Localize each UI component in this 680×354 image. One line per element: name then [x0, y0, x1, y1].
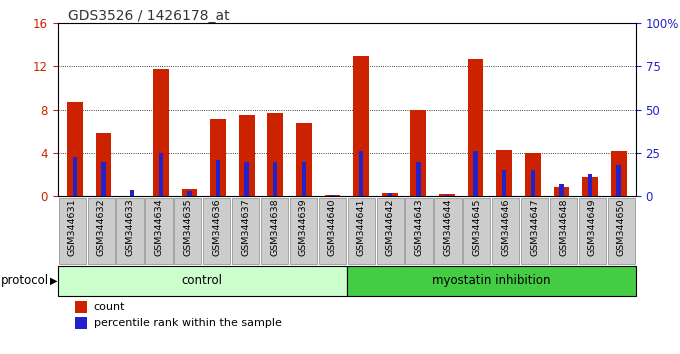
Text: GSM344631: GSM344631	[68, 199, 77, 256]
Text: GSM344632: GSM344632	[97, 199, 105, 256]
Text: GSM344641: GSM344641	[357, 199, 366, 256]
Bar	[330, 195, 335, 196]
Bar	[73, 156, 77, 196]
Text: percentile rank within the sample: percentile rank within the sample	[94, 318, 282, 328]
Text: control: control	[182, 274, 223, 287]
Text: GSM344637: GSM344637	[241, 199, 250, 256]
Bar	[588, 174, 592, 196]
Bar	[353, 56, 369, 196]
Bar	[96, 132, 112, 196]
Text: GSM344644: GSM344644	[443, 199, 452, 256]
Bar	[468, 59, 483, 196]
Bar	[611, 151, 626, 196]
Bar	[324, 195, 341, 196]
Bar	[525, 153, 541, 196]
Bar	[388, 193, 392, 196]
Text: GSM344646: GSM344646	[501, 199, 510, 256]
Bar	[416, 162, 420, 196]
Text: GSM344635: GSM344635	[184, 199, 192, 256]
Bar	[182, 189, 197, 196]
Bar	[382, 193, 398, 196]
Bar	[101, 162, 106, 196]
Bar	[67, 102, 83, 196]
Text: GSM344647: GSM344647	[530, 199, 539, 256]
Text: GSM344650: GSM344650	[617, 199, 626, 256]
Bar	[210, 120, 226, 196]
Bar	[411, 110, 426, 196]
Text: GSM344648: GSM344648	[559, 199, 568, 256]
Text: GSM344639: GSM344639	[299, 199, 308, 256]
Bar	[187, 191, 192, 196]
Text: GSM344636: GSM344636	[212, 199, 221, 256]
Text: GSM344634: GSM344634	[154, 199, 163, 256]
Bar	[617, 165, 621, 196]
Bar	[302, 162, 306, 196]
Bar	[473, 152, 478, 196]
Text: protocol: protocol	[1, 274, 50, 287]
Bar	[445, 195, 449, 196]
Bar	[554, 187, 569, 196]
Bar	[158, 153, 163, 196]
Bar	[216, 160, 220, 196]
Bar	[496, 150, 512, 196]
Text: myostatin inhibition: myostatin inhibition	[432, 274, 551, 287]
Text: GSM344643: GSM344643	[415, 199, 424, 256]
Text: GSM344645: GSM344645	[473, 199, 481, 256]
Bar	[130, 189, 135, 196]
Bar	[439, 194, 455, 196]
Text: GSM344638: GSM344638	[270, 199, 279, 256]
Bar	[267, 113, 283, 196]
Text: ▶: ▶	[50, 275, 57, 286]
Text: GSM344633: GSM344633	[126, 199, 135, 256]
Bar	[244, 162, 249, 196]
Text: GSM344649: GSM344649	[588, 199, 597, 256]
Bar	[239, 115, 254, 196]
Bar	[502, 170, 507, 196]
Bar	[582, 177, 598, 196]
Text: GDS3526 / 1426178_at: GDS3526 / 1426178_at	[68, 9, 230, 23]
Text: count: count	[94, 302, 125, 312]
Bar	[559, 184, 564, 196]
Bar	[153, 69, 169, 196]
Bar	[273, 162, 277, 196]
Text: GSM344640: GSM344640	[328, 199, 337, 256]
Bar	[296, 123, 311, 196]
Bar	[359, 152, 363, 196]
Text: GSM344642: GSM344642	[386, 199, 394, 256]
Bar	[530, 170, 535, 196]
